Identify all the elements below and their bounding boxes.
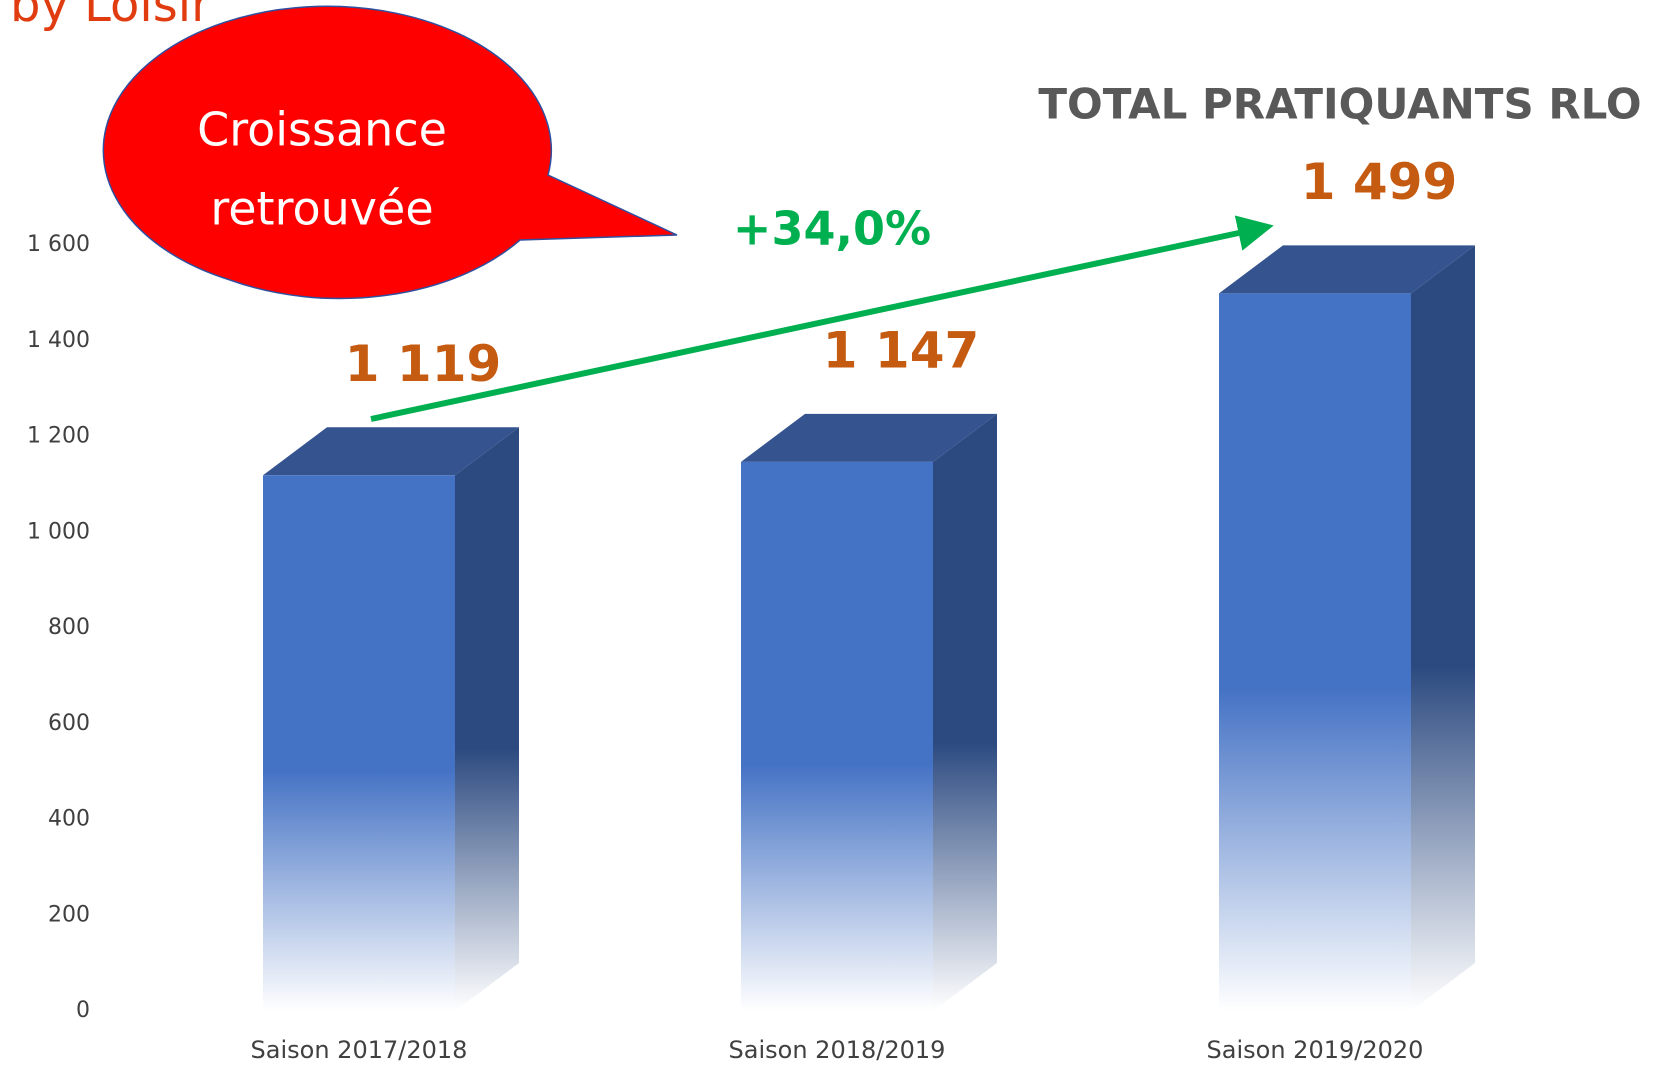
bar — [1219, 293, 1411, 1011]
value-label: 1 499 — [1301, 153, 1458, 211]
y-tick-label: 600 — [48, 711, 90, 736]
y-tick-label: 1 000 — [27, 519, 90, 544]
speech-bubble — [102, 5, 678, 300]
growth-label: +34,0% — [733, 202, 931, 256]
page-heading: by Loisir — [10, 0, 211, 33]
y-tick-label: 0 — [76, 998, 90, 1023]
bar — [263, 475, 455, 1011]
bar — [741, 461, 933, 1011]
y-tick-label: 1 600 — [27, 232, 90, 257]
chart-title: TOTAL PRATIQUANTS RLO — [1038, 80, 1641, 129]
value-label: 1 119 — [345, 335, 502, 393]
bar-top — [741, 413, 997, 462]
bar-side — [933, 413, 997, 1011]
bar-top — [263, 427, 519, 476]
y-tick-label: 400 — [48, 807, 90, 832]
y-tick-label: 800 — [48, 615, 90, 640]
value-label: 1 147 — [823, 321, 980, 379]
x-tick-label: Saison 2018/2019 — [729, 1036, 946, 1063]
y-tick-label: 200 — [48, 902, 90, 927]
growth-arrow — [370, 215, 1274, 422]
x-tick-label: Saison 2017/2018 — [251, 1036, 468, 1063]
y-tick-label: 1 200 — [27, 424, 90, 449]
bubble-text: retrouvée — [210, 182, 433, 236]
bar-side — [455, 427, 519, 1011]
bar-side — [1411, 245, 1475, 1011]
bubble-text: Croissance — [197, 103, 447, 157]
bar-top — [1219, 245, 1475, 294]
x-tick-label: Saison 2019/2020 — [1207, 1036, 1424, 1063]
y-tick-label: 1 400 — [27, 328, 90, 353]
